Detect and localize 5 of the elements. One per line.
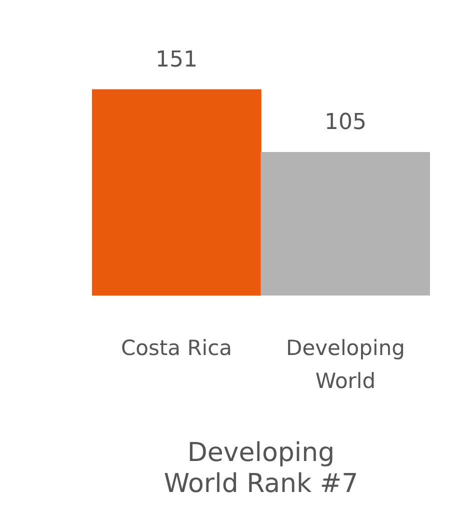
text: Developing World Rank #7 xyxy=(164,438,358,500)
x-tick-label: Developing World xyxy=(286,336,405,393)
data-label: 105 xyxy=(324,110,366,136)
x-tick-label: Costa Rica xyxy=(120,336,232,360)
data-label: 151 xyxy=(156,47,198,72)
